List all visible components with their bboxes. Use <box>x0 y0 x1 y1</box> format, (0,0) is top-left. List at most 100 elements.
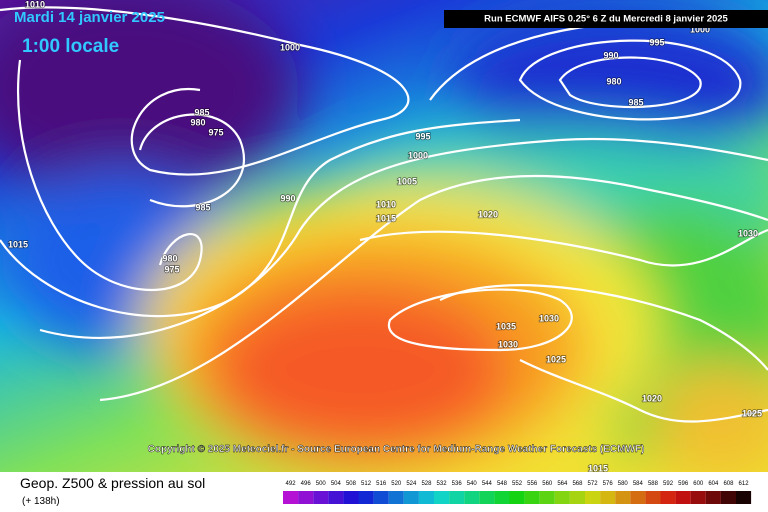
isobar-label: 995 <box>415 131 430 141</box>
colorbar-cell <box>675 491 691 504</box>
colorbar-label: 496 <box>301 481 312 487</box>
colorbar-label: 600 <box>693 481 704 487</box>
colorbar-label: 576 <box>603 481 614 487</box>
colorbar-cell <box>705 491 721 504</box>
isobar-label: 1025 <box>742 408 762 418</box>
isobar-label: 1000 <box>690 24 710 34</box>
colorbar: 492 496 500 504 508 512 516 520 524 528 532 536 540 5… <box>283 481 752 504</box>
isobar-label: 985 <box>195 202 210 212</box>
colorbar-label: 596 <box>678 481 689 487</box>
colorbar-cell <box>690 491 706 504</box>
colorbar-label: 536 <box>452 481 463 487</box>
colorbar-cell <box>358 491 374 504</box>
colorbar-label: 544 <box>482 481 493 487</box>
forecast-date: Mardi 14 janvier 2025 <box>14 9 165 26</box>
colorbar-cell <box>373 491 389 504</box>
isobars <box>0 6 768 423</box>
isobar-label: 1025 <box>546 354 566 364</box>
colorbar-cell <box>464 491 480 504</box>
colorbar-label: 512 <box>361 481 372 487</box>
colorbar-label: 612 <box>739 481 750 487</box>
colorbar-label: 532 <box>437 481 448 487</box>
isobar-label: 985 <box>194 107 209 117</box>
colorbar-cell <box>585 491 601 504</box>
colorbar-cell <box>328 491 344 504</box>
colorbar-label: 552 <box>512 481 523 487</box>
colorbar-cell <box>569 491 585 504</box>
colorbar-cell <box>479 491 495 504</box>
colorbar-cell <box>554 491 570 504</box>
colorbar-cell <box>645 491 661 504</box>
colorbar-cell <box>494 491 510 504</box>
colorbar-label: 564 <box>557 481 568 487</box>
isobar-label: 1015 <box>376 213 396 223</box>
forecast-time: 1:00 locale <box>22 36 119 57</box>
isobar-label: 990 <box>603 50 618 60</box>
isobar-label: 990 <box>280 193 295 203</box>
isobar-label: 995 <box>649 37 664 47</box>
colorbar-label: 608 <box>723 481 734 487</box>
colorbar-label: 492 <box>286 481 297 487</box>
colorbar-cell <box>660 491 676 504</box>
colorbar-cell <box>615 491 631 504</box>
isobar-label: 1020 <box>478 209 498 219</box>
run-info: Run ECMWF AIFS 0.25° 6 Z du Mercredi 8 j… <box>484 14 728 25</box>
colorbar-label: 560 <box>542 481 553 487</box>
colorbar-label: 520 <box>391 481 402 487</box>
isobar-label: 1030 <box>539 313 559 323</box>
colorbar-cell <box>418 491 434 504</box>
colorbar-cell <box>600 491 616 504</box>
isobar-label: 1015 <box>588 463 608 473</box>
colorbar-label: 584 <box>633 481 644 487</box>
colorbar-cell <box>388 491 404 504</box>
isobar-label: 975 <box>164 264 179 274</box>
colorbar-cell <box>509 491 525 504</box>
colorbar-cell <box>524 491 540 504</box>
isobar-label: 1030 <box>498 339 518 349</box>
colorbar-label: 516 <box>376 481 387 487</box>
colorbar-label: 528 <box>421 481 432 487</box>
isobar-label: 1020 <box>642 393 662 403</box>
colorbar-cell <box>539 491 555 504</box>
colorbar-cell <box>736 491 752 504</box>
colorbar-label: 500 <box>316 481 327 487</box>
colorbar-cell <box>298 491 314 504</box>
colorbar-label: 556 <box>527 481 538 487</box>
colorbar-label: 508 <box>346 481 357 487</box>
colorbar-cell <box>313 491 329 504</box>
colorbar-label: 524 <box>406 481 417 487</box>
colorbar-cell <box>720 491 736 504</box>
colorbar-label: 572 <box>588 481 599 487</box>
colorbar-label: 592 <box>663 481 674 487</box>
isobar-label: 980 <box>606 76 621 86</box>
colorbar-label: 588 <box>648 481 659 487</box>
isobar-label: 975 <box>208 127 223 137</box>
isobar-label: 1010 <box>25 0 45 9</box>
colorbar-label: 540 <box>467 481 478 487</box>
isobar-label: 1005 <box>397 176 417 186</box>
colorbar-cell <box>403 491 419 504</box>
isobar-label: 1000 <box>280 42 300 52</box>
colorbar-label: 604 <box>708 481 719 487</box>
colorbar-cell <box>630 491 646 504</box>
run-banner-bg <box>444 10 768 28</box>
isobar-label: 980 <box>190 117 205 127</box>
isobar-label: 980 <box>162 253 177 263</box>
isobar-label: 1000 <box>408 150 428 160</box>
colorbar-cell <box>343 491 359 504</box>
isobar-label: 985 <box>628 97 643 107</box>
isobar-label: 1035 <box>496 321 516 331</box>
colorbar-label: 580 <box>618 481 629 487</box>
colorbar-label: 548 <box>497 481 508 487</box>
copyright: Copyright © 2025 Meteociel.fr - Source E… <box>148 444 645 455</box>
product-title: Geop. Z500 & pression au sol <box>20 475 205 491</box>
isobar-label: 1015 <box>8 239 28 249</box>
isobar-label: 1010 <box>376 199 396 209</box>
colorbar-label: 568 <box>572 481 583 487</box>
isobar-label: 1030 <box>738 228 758 238</box>
colorbar-label: 504 <box>331 481 342 487</box>
colorbar-cell <box>449 491 465 504</box>
isobar-labels: 1010100098598097598599099510001005101010… <box>7 0 763 474</box>
